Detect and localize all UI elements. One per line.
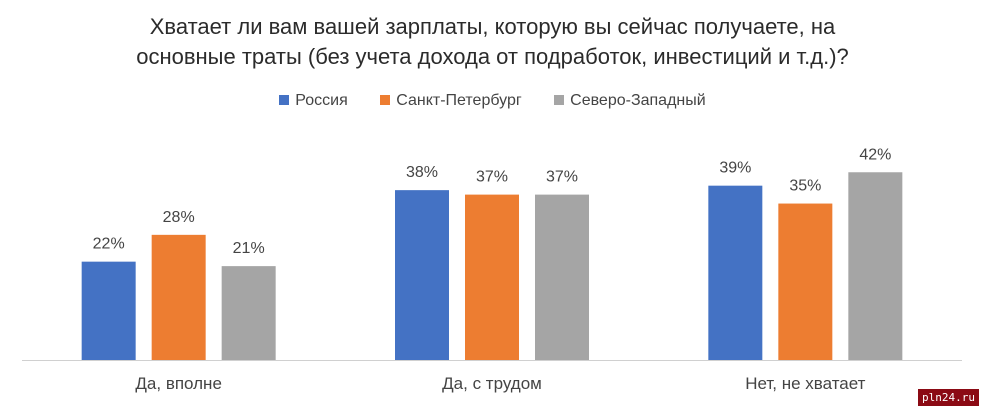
data-label: 22%	[93, 236, 125, 253]
legend-swatch-nw	[554, 95, 565, 105]
bar	[778, 203, 833, 360]
legend-swatch-russia	[279, 95, 290, 105]
legend-label-nw: Северо-Западный	[570, 92, 706, 109]
chart-title-line-1: Хватает ли вам вашей зарплаты, которую в…	[149, 14, 836, 39]
x-tick-label: Да, вполне	[135, 374, 222, 393]
data-label: 39%	[719, 160, 751, 177]
bar	[535, 194, 589, 360]
data-label: 28%	[163, 209, 195, 226]
bar	[708, 185, 763, 360]
x-tick-label: Да, с трудом	[442, 374, 542, 393]
bar	[848, 172, 903, 360]
data-label: 37%	[476, 169, 508, 186]
x-tick-label: Нет, не хватает	[745, 374, 865, 393]
legend-item-nw: Северо-Западный	[554, 92, 706, 110]
bar	[395, 190, 449, 360]
legend-label-spb: Санкт-Петербург	[396, 92, 522, 109]
bar	[465, 194, 519, 360]
chart-title-line-2: основные траты (без учета дохода от подр…	[136, 44, 849, 69]
bar	[151, 234, 206, 360]
legend-item-spb: Санкт-Петербург	[380, 92, 522, 110]
data-label: 21%	[233, 240, 265, 257]
bar	[81, 261, 136, 360]
chart-title: Хватает ли вам вашей зарплаты, которую в…	[0, 12, 985, 72]
legend-item-russia: Россия	[279, 92, 348, 110]
bar	[221, 266, 276, 360]
data-label: 42%	[859, 146, 891, 163]
watermark-logo: pln24.ru	[918, 389, 979, 406]
legend-label-russia: Россия	[295, 92, 348, 109]
data-label: 37%	[546, 169, 578, 186]
data-label: 35%	[789, 178, 821, 195]
chart-legend: Россия Санкт-Петербург Северо-Западный	[0, 92, 985, 110]
legend-swatch-spb	[380, 95, 391, 105]
data-label: 38%	[406, 164, 438, 181]
